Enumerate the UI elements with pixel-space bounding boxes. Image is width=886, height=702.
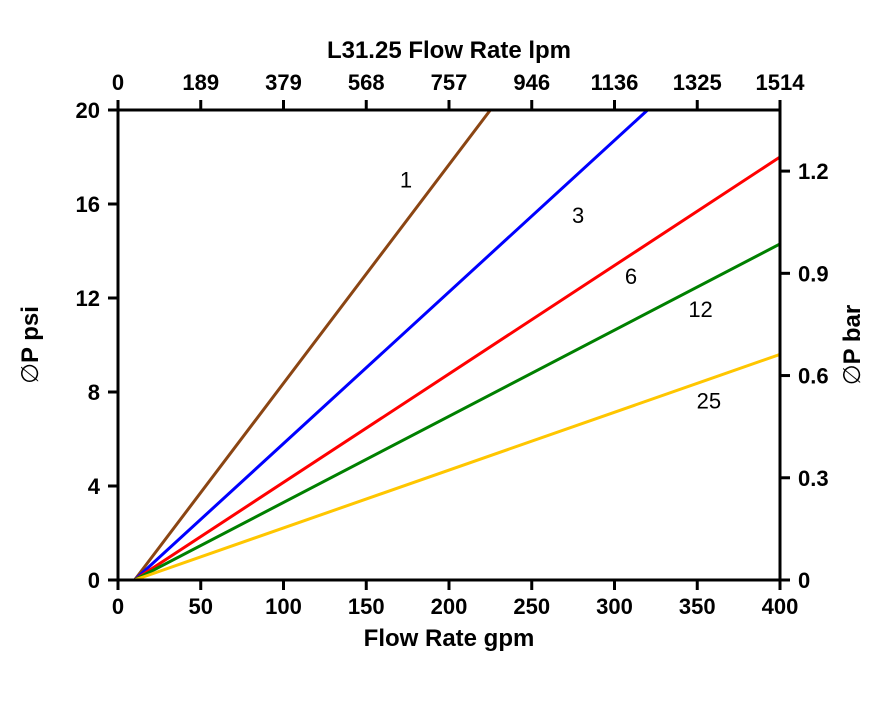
y-left-tick-label: 4 — [88, 474, 101, 499]
x-bottom-tick-label: 250 — [513, 594, 550, 619]
x-bottom-tick-label: 50 — [189, 594, 213, 619]
y-right-tick-label: 1.2 — [798, 159, 829, 184]
y-right-tick-label: 0.9 — [798, 261, 829, 286]
y-right-tick-label: 0 — [798, 568, 810, 593]
chart-svg: 0501001502002503003504000189379568757946… — [0, 0, 886, 702]
y-left-tick-label: 0 — [88, 568, 100, 593]
x-top-tick-label: 568 — [348, 70, 385, 95]
series-label-s12: 12 — [688, 297, 712, 322]
y-left-tick-label: 16 — [76, 192, 100, 217]
x-top-tick-label: 1514 — [756, 70, 806, 95]
series-label-s1: 1 — [400, 168, 412, 193]
y-left-title: ∅P psi — [17, 306, 44, 384]
x-bottom-tick-label: 400 — [762, 594, 799, 619]
series-label-s25: 25 — [697, 388, 721, 413]
x-top-tick-label: 0 — [112, 70, 124, 95]
y-right-title: ∅P bar — [839, 305, 866, 386]
x-top-tick-label: 189 — [182, 70, 219, 95]
x-bottom-tick-label: 300 — [596, 594, 633, 619]
x-bottom-title: Flow Rate gpm — [364, 625, 535, 652]
y-left-tick-label: 8 — [88, 380, 100, 405]
x-bottom-tick-label: 150 — [348, 594, 385, 619]
series-label-s3: 3 — [572, 203, 584, 228]
y-right-tick-label: 0.6 — [798, 364, 829, 389]
y-left-tick-label: 12 — [76, 286, 100, 311]
x-bottom-tick-label: 200 — [431, 594, 468, 619]
flow-chart: 0501001502002503003504000189379568757946… — [0, 0, 886, 702]
x-bottom-tick-label: 100 — [265, 594, 302, 619]
x-bottom-tick-label: 0 — [112, 594, 124, 619]
y-left-tick-label: 20 — [76, 98, 100, 123]
x-bottom-tick-label: 350 — [679, 594, 716, 619]
x-top-tick-label: 757 — [431, 70, 468, 95]
x-top-title: L31.25 Flow Rate lpm — [327, 37, 571, 64]
y-right-tick-label: 0.3 — [798, 466, 829, 491]
series-label-s6: 6 — [625, 264, 637, 289]
x-top-tick-label: 1136 — [591, 70, 639, 95]
x-top-tick-label: 946 — [513, 70, 550, 95]
x-top-tick-label: 1325 — [673, 70, 722, 95]
x-top-tick-label: 379 — [265, 70, 302, 95]
